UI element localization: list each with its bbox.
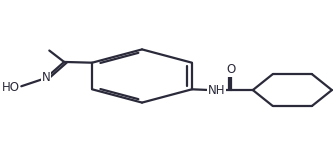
Text: O: O bbox=[227, 63, 236, 76]
Text: N: N bbox=[42, 71, 50, 84]
Text: NH: NH bbox=[208, 84, 225, 97]
Text: HO: HO bbox=[1, 81, 19, 93]
